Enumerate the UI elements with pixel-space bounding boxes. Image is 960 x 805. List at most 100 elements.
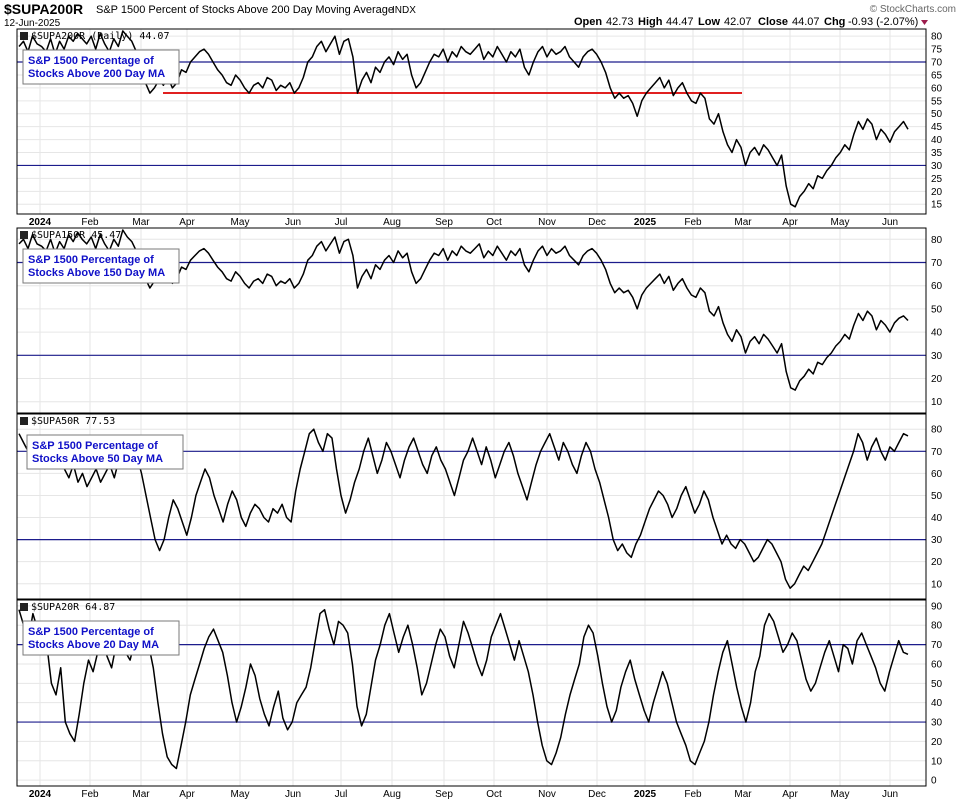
y-tick-label: 30 [931, 535, 943, 546]
y-tick-label: 80 [931, 425, 943, 436]
watermark: © StockCharts.com [870, 4, 956, 15]
y-tick-label: 15 [931, 200, 943, 211]
chg-value: -0.93 (-2.07%) [848, 16, 918, 28]
time-axis-label: May [231, 789, 250, 800]
time-axis-label: 2024 [29, 217, 52, 228]
panel-frame [16, 28, 927, 215]
y-tick-label: 45 [931, 122, 943, 133]
y-tick-label: 50 [931, 679, 943, 690]
y-tick-label: 30 [931, 161, 943, 172]
y-tick-label: 10 [931, 756, 943, 767]
y-tick-label: 0 [931, 776, 937, 787]
time-axis-label: Sep [435, 217, 453, 228]
time-axis-label: Apr [782, 217, 798, 228]
time-axis-label: Apr [782, 789, 798, 800]
series-label: $SUPA20R 64.87 [31, 602, 115, 613]
y-tick-label: 80 [931, 32, 943, 43]
y-tick-label: 70 [931, 58, 943, 69]
y-tick-label: 10 [931, 579, 943, 590]
y-tick-label: 40 [931, 135, 943, 146]
time-axis-label: Oct [486, 789, 502, 800]
annotation-text: Stocks Above 150 Day MA [28, 267, 165, 279]
y-tick-label: 35 [931, 148, 943, 159]
time-axis-label: Mar [734, 217, 752, 228]
time-axis-label: Dec [588, 217, 606, 228]
time-axis-label: Apr [179, 789, 195, 800]
panel-frame [16, 413, 927, 600]
y-tick-label: 40 [931, 698, 943, 709]
y-tick-label: 10 [931, 397, 943, 408]
time-axis-label: May [231, 217, 250, 228]
y-tick-label: 70 [931, 258, 943, 269]
down-triangle-icon [921, 20, 928, 25]
low-label: Low [698, 16, 720, 28]
annotation-box [22, 248, 180, 284]
y-tick-label: 80 [931, 235, 943, 246]
time-axis-label: 2025 [634, 217, 657, 228]
series-swatch [20, 231, 28, 239]
date-label: 12-Jun-2025 [4, 18, 61, 29]
series-line-supa20r [18, 608, 909, 770]
panel-supa20r: 0 10 20 30 40 50 60 70 80 90 $SUPA20R 64.87 S&P 150… [16, 599, 943, 787]
series-swatch [20, 603, 28, 611]
y-tick-label: 20 [931, 187, 943, 198]
y-tick-label: 60 [931, 469, 943, 480]
time-axis-label: Oct [486, 217, 502, 228]
time-axis-label: Jun [285, 217, 301, 228]
annotation-text: Stocks Above 20 Day MA [28, 639, 159, 651]
annotation-text: Stocks Above 200 Day MA [28, 68, 165, 80]
close-value: 44.07 [792, 16, 820, 28]
panel-frame [16, 227, 927, 414]
time-axis-label: 2025 [634, 789, 657, 800]
annotation-box [22, 49, 180, 85]
annotation-text: S&P 1500 Percentage of [28, 55, 154, 67]
y-tick-label: 60 [931, 83, 943, 94]
annotation-text: S&P 1500 Percentage of [28, 254, 154, 266]
y-tick-label: 40 [931, 513, 943, 524]
time-axis-label: Apr [179, 217, 195, 228]
annotation-text: S&P 1500 Percentage of [32, 440, 158, 452]
time-axis-label: Feb [81, 789, 99, 800]
time-axis-label: Jun [285, 789, 301, 800]
time-axis-label: Jun [882, 217, 898, 228]
y-tick-label: 50 [931, 491, 943, 502]
time-axis-label: Nov [538, 217, 556, 228]
y-tick-label: 70 [931, 640, 943, 651]
series-swatch [20, 32, 28, 40]
annotation-text: Stocks Above 50 Day MA [32, 453, 163, 465]
y-tick-label: 80 [931, 621, 943, 632]
high-value: 44.47 [666, 16, 694, 28]
annotation-box [26, 434, 184, 470]
time-axis-label: Feb [684, 789, 702, 800]
y-tick-label: 20 [931, 557, 943, 568]
time-axis-label: Aug [383, 217, 401, 228]
open-value: 42.73 [606, 16, 634, 28]
time-axis-label: Nov [538, 789, 556, 800]
series-line-supa50r [18, 428, 909, 589]
y-tick-label: 20 [931, 737, 943, 748]
y-tick-label: 20 [931, 374, 943, 385]
panel-supa150r: 10 20 30 40 50 60 70 80 $SUPA150R 45.47 S&P 1500 … [16, 227, 943, 414]
panel-supa50r: 10 20 30 40 50 60 70 80 $SUPA50R 77.53 S&P 1500 P… [16, 413, 943, 600]
series-label: $SUPA50R 77.53 [31, 416, 115, 427]
y-tick-label: 60 [931, 281, 943, 292]
y-tick-label: 50 [931, 304, 943, 315]
y-tick-label: 25 [931, 174, 943, 185]
close-label: Close [758, 16, 788, 28]
time-axis-label: Feb [81, 217, 99, 228]
chg-label: Chg [824, 16, 845, 28]
y-tick-label: 50 [931, 109, 943, 120]
series-label: $SUPA150R 45.47 [31, 230, 121, 241]
y-tick-label: 55 [931, 96, 943, 107]
description-label: S&P 1500 Percent of Stocks Above 200 Day… [96, 4, 394, 16]
y-tick-label: 60 [931, 659, 943, 670]
ohlc-readout: Open 42.73 High 44.47 Low 42.07 Close 44… [574, 16, 928, 28]
symbol-label: $SUPA200R [4, 1, 83, 17]
y-tick-label: 90 [931, 601, 943, 612]
time-axis-label: Mar [132, 789, 150, 800]
y-tick-label: 30 [931, 718, 943, 729]
annotation-text: S&P 1500 Percentage of [28, 626, 154, 638]
time-axis-label: Sep [435, 789, 453, 800]
